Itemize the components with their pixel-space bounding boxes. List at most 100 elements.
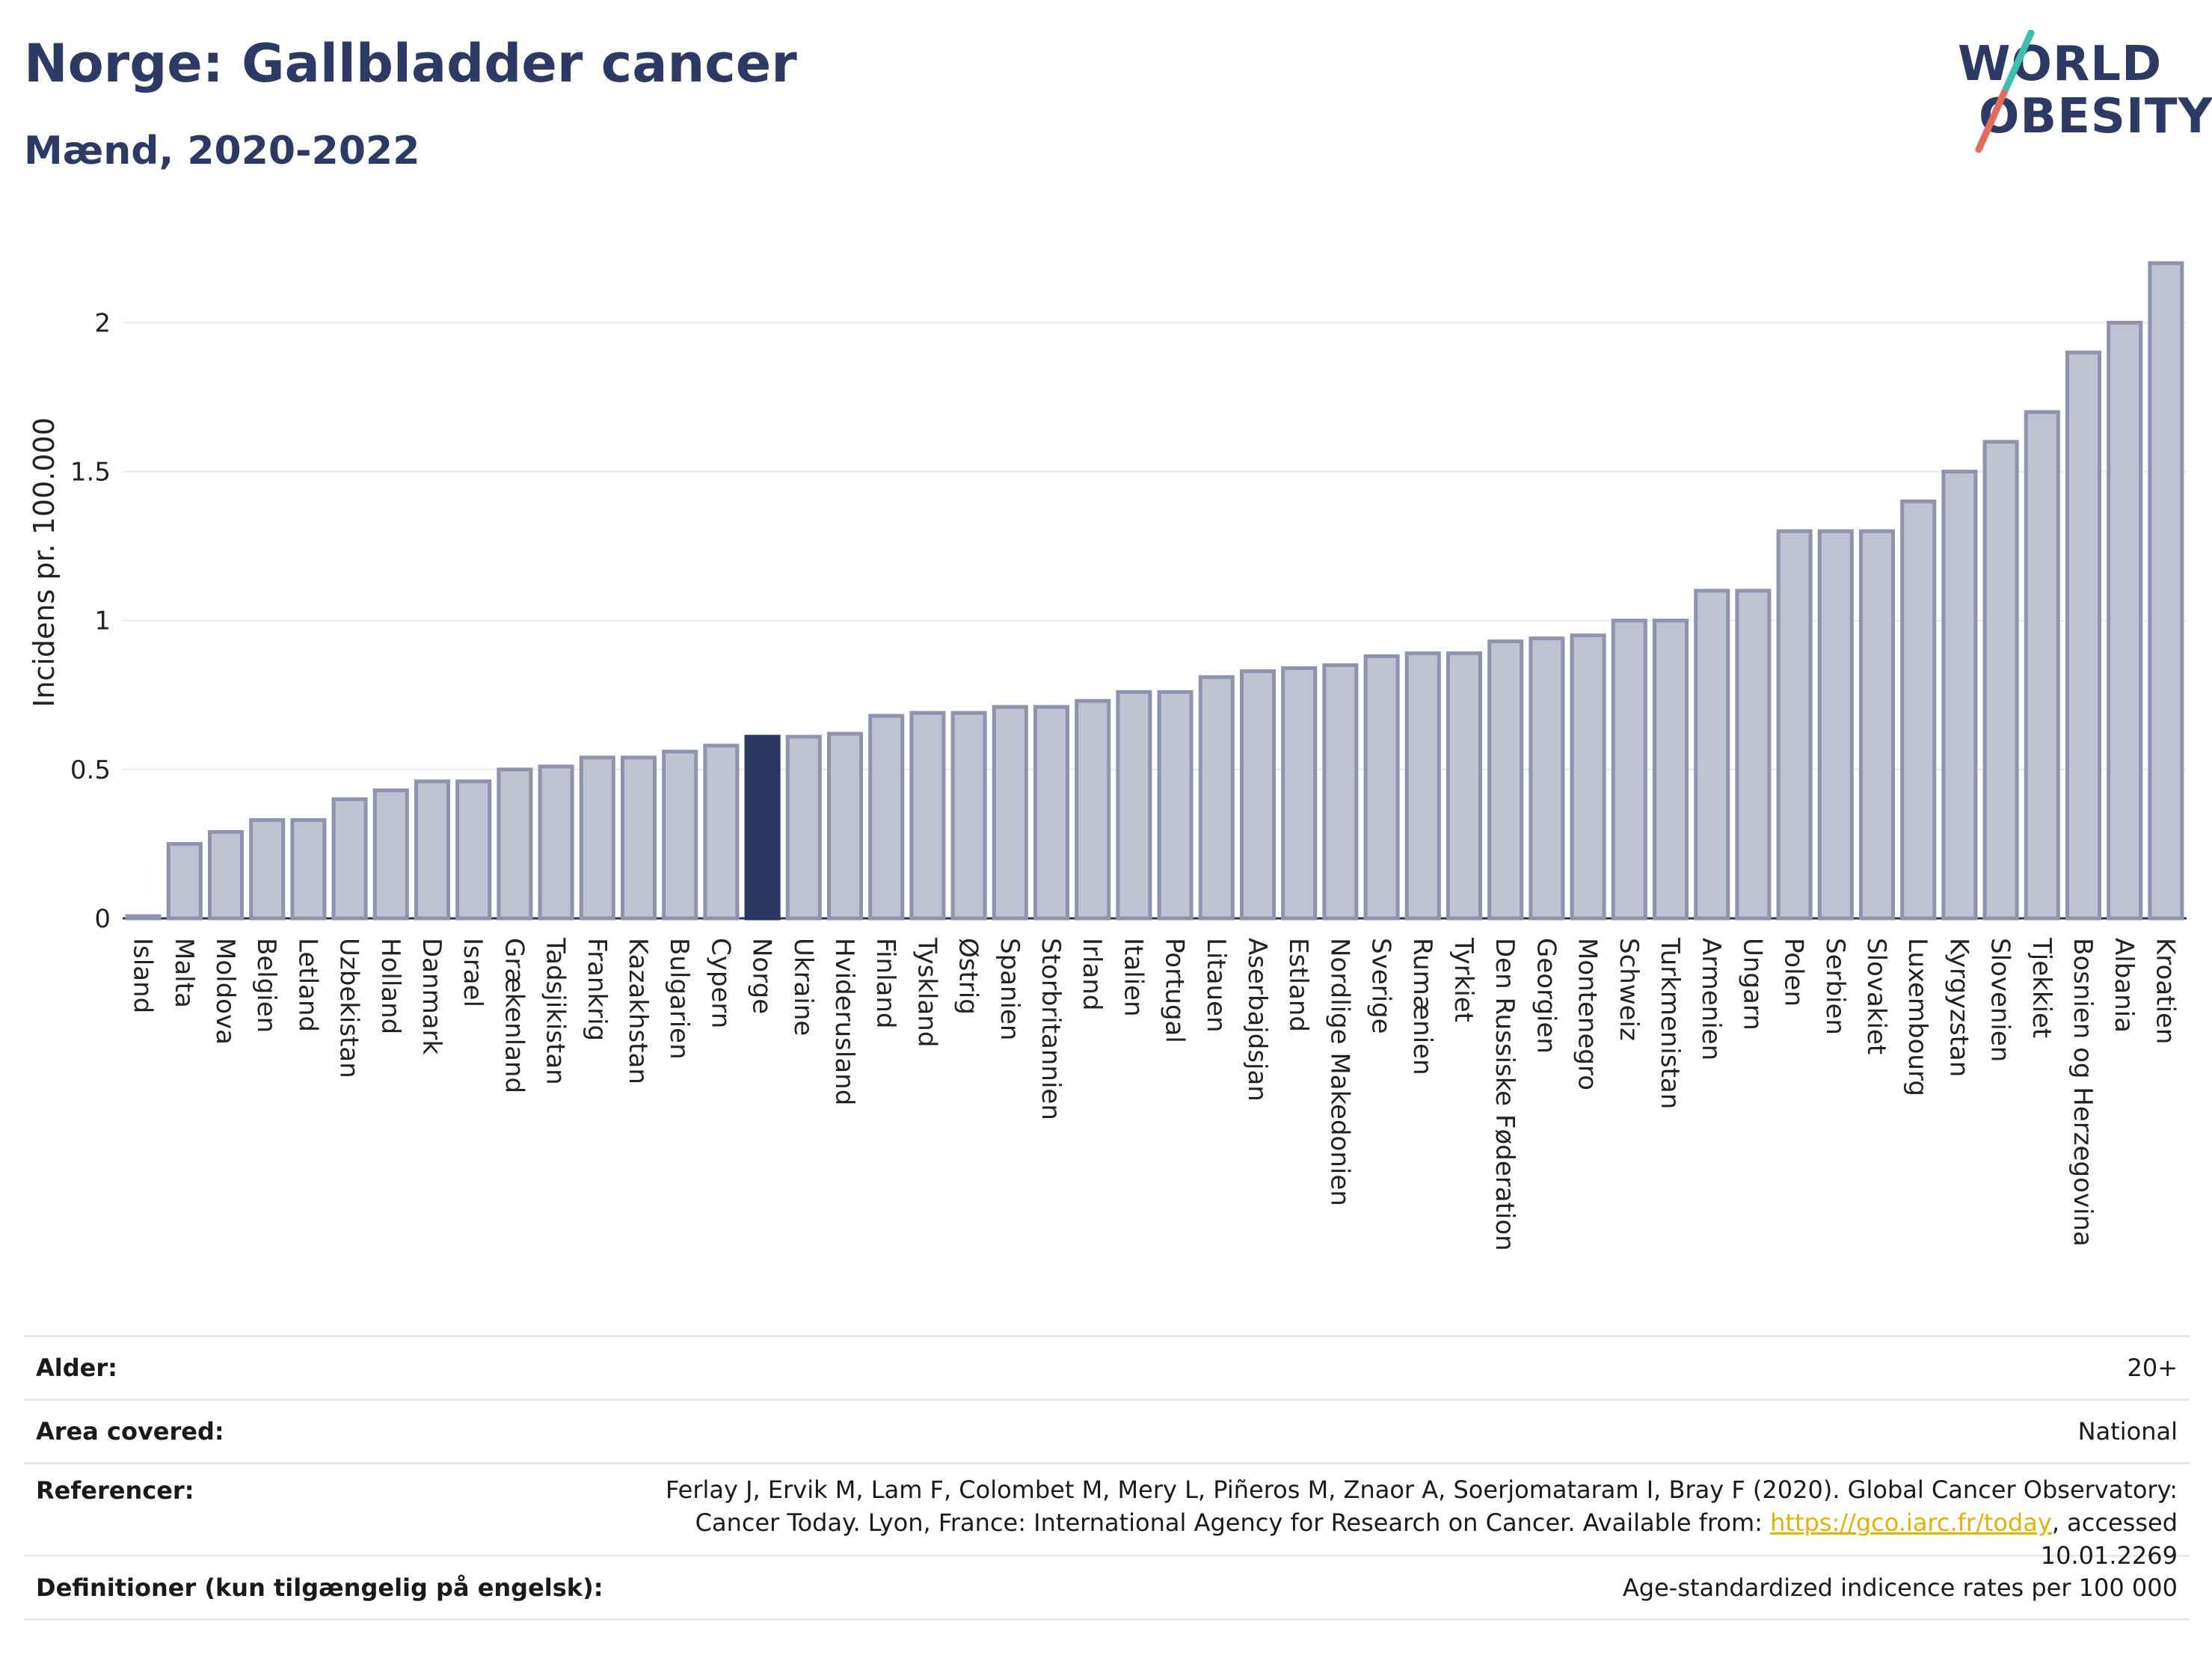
area-value: National	[2077, 1417, 2178, 1446]
logo-slash-icon	[1975, 30, 2035, 153]
bar-danmark[interactable]	[414, 779, 451, 921]
bar-estland[interactable]	[1281, 666, 1318, 921]
bar-montenegro[interactable]	[1570, 633, 1606, 921]
references-text: Ferlay J, Ervik M, Lam F, Colombet M, Me…	[666, 1476, 2178, 1537]
bar-litauen[interactable]	[1198, 675, 1235, 921]
x-tick-label: Kazakhstan	[623, 938, 653, 1084]
bar-ukraine[interactable]	[785, 734, 822, 921]
x-tick-label: Rumænien	[1407, 938, 1437, 1075]
bar-belgien[interactable]	[249, 818, 286, 921]
metadata-table: Alder: 20+ Area covered: National Refere…	[24, 1335, 2190, 1621]
bar-schweiz[interactable]	[1611, 618, 1647, 921]
bars	[125, 261, 2184, 921]
bar-grækenland[interactable]	[497, 767, 533, 921]
definitions-value: Age-standardized indicence rates per 100…	[1622, 1573, 2178, 1602]
bar-ungarn[interactable]	[1735, 589, 1772, 921]
bar-norge[interactable]	[744, 734, 781, 921]
bar-bosnien-og-herzegovina[interactable]	[2065, 350, 2102, 921]
bar-letland[interactable]	[290, 818, 327, 921]
x-tick-label: Belgien	[251, 938, 281, 1033]
bar-uzbekistan[interactable]	[331, 797, 368, 921]
bar-den-russiske-føderation[interactable]	[1487, 639, 1524, 921]
bar-finland[interactable]	[868, 713, 905, 921]
x-tick-labels: Island Malta Moldova Belgien Letland Uzbekist…	[128, 937, 2181, 1251]
bar-østrig[interactable]	[950, 710, 987, 921]
y-tick-label: 0	[94, 904, 111, 934]
world-obesity-logo: WORLD OBESITY	[1958, 30, 2212, 165]
bar-aserbajdsjan[interactable]	[1239, 669, 1276, 921]
x-tick-label: Letland	[292, 938, 322, 1032]
x-tick-label: Schweiz	[1614, 938, 1644, 1041]
bar-tyskland[interactable]	[909, 710, 946, 921]
bar-kazakhstan[interactable]	[620, 755, 657, 921]
bar-tadsjikistan[interactable]	[538, 764, 574, 921]
x-tick-label: Litauen	[1201, 938, 1231, 1033]
x-tick-label: Aserbajdsjan	[1242, 938, 1272, 1102]
x-tick-label: Tyskland	[912, 937, 941, 1047]
bar-spanien[interactable]	[992, 704, 1028, 921]
bar-cypern[interactable]	[703, 743, 740, 921]
bar-slovenien[interactable]	[1982, 440, 2019, 921]
x-tick-label: Island	[128, 938, 158, 1013]
x-tick-label: Slovenien	[1985, 938, 2015, 1062]
x-tick-label: Luxembourg	[1902, 938, 1932, 1096]
bar-turkmenistan[interactable]	[1652, 618, 1689, 921]
bar-sverige[interactable]	[1363, 654, 1400, 921]
bar-bulgarien[interactable]	[662, 749, 698, 921]
x-tick-label: Tyrkiet	[1448, 937, 1478, 1022]
bar-nordlige-makedonien[interactable]	[1322, 663, 1359, 921]
bar-tjekkiet[interactable]	[2024, 410, 2060, 921]
x-tick-label: Slovakiet	[1861, 938, 1891, 1054]
x-tick-label: Tadsjikistan	[541, 937, 571, 1085]
bar-irland[interactable]	[1075, 698, 1111, 921]
bar-kyrgyzstan[interactable]	[1941, 470, 1978, 921]
bar-storbritannien[interactable]	[1033, 704, 1070, 921]
x-tick-label: Albania	[2109, 938, 2139, 1033]
x-tick-label: Polen	[1779, 938, 1809, 1007]
references-accessed: , accessed 10.01.2269	[2040, 1508, 2178, 1570]
bar-island[interactable]	[125, 914, 162, 921]
x-tick-label: Kyrgyzstan	[1944, 938, 1973, 1077]
x-tick-label: Cypern	[705, 938, 735, 1028]
reference-link[interactable]: https://gco.iarc.fr/today	[1770, 1508, 2052, 1537]
logo-line2: OBESITY	[1979, 89, 2212, 144]
bar-rumænien[interactable]	[1404, 651, 1441, 921]
chart-subtitle: Mænd, 2020-2022	[24, 129, 420, 174]
bar-israel[interactable]	[455, 779, 492, 921]
x-tick-label: Georgien	[1531, 938, 1561, 1054]
x-tick-label: Hviderusland	[829, 938, 859, 1105]
x-tick-label: Portugal	[1160, 938, 1190, 1043]
footer-row-area: Area covered: National	[24, 1398, 2190, 1462]
bar-portugal[interactable]	[1157, 690, 1193, 921]
bar-armenien[interactable]	[1694, 589, 1730, 921]
x-tick-label: Spanien	[995, 938, 1024, 1040]
x-tick-label: Israel	[458, 938, 488, 1007]
x-tick-label: Sverige	[1366, 938, 1396, 1034]
bar-frankrig[interactable]	[579, 755, 615, 921]
age-value: 20+	[2127, 1354, 2178, 1382]
footer-row-age: Alder: 20+	[24, 1335, 2190, 1398]
bar-moldova[interactable]	[207, 830, 245, 921]
x-tick-label: Italien	[1118, 938, 1148, 1017]
bar-georgien[interactable]	[1529, 636, 1565, 921]
x-tick-label: Irland	[1077, 938, 1107, 1010]
bar-hviderusland[interactable]	[826, 731, 864, 921]
bar-italien[interactable]	[1116, 690, 1152, 921]
bar-polen[interactable]	[1776, 529, 1813, 921]
bar-kroatien[interactable]	[2148, 261, 2184, 921]
x-tick-label: Bosnien og Herzegovina	[2068, 938, 2098, 1247]
bar-slovakiet[interactable]	[1858, 529, 1896, 921]
references-label: Referencer:	[36, 1476, 194, 1505]
bar-serbien[interactable]	[1817, 529, 1854, 921]
chart-title: Norge: Gallbladder cancer	[24, 33, 797, 94]
logo-line1: WORLD	[1958, 37, 2163, 92]
footer-row-definitions: Definitioner (kun tilgængelig på engelsk…	[24, 1555, 2190, 1621]
age-label: Alder:	[36, 1354, 117, 1382]
bar-holland[interactable]	[372, 788, 409, 921]
references-value: Ferlay J, Ervik M, Lam F, Colombet M, Me…	[645, 1473, 2178, 1572]
bar-luxembourg[interactable]	[1900, 499, 1937, 921]
bar-tyrkiet[interactable]	[1446, 651, 1483, 921]
bar-malta[interactable]	[166, 841, 203, 921]
bar-albania[interactable]	[2107, 320, 2143, 921]
bar-chart: 0 0.5 1 1.5 2 Island Malta Moldova Belgien Letla…	[28, 261, 2187, 1251]
